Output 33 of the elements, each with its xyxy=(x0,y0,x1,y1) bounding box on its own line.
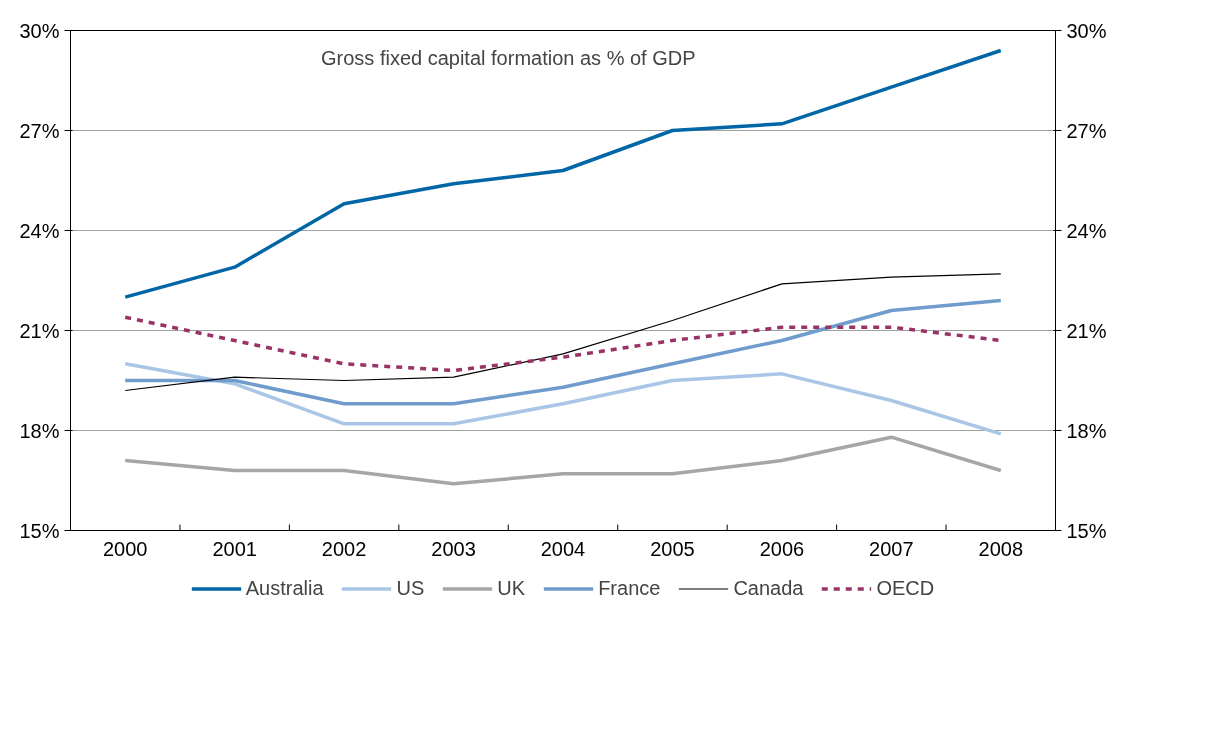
legend-label: OECD xyxy=(876,576,935,600)
text: Gross fixed capital formation as % of GDP xyxy=(320,46,696,69)
x-tick-label: 2007 xyxy=(869,537,914,560)
y-tick-label: 18% xyxy=(19,419,60,442)
legend-label: Canada xyxy=(733,576,804,600)
y2-tick-label: 30% xyxy=(1066,19,1107,42)
x-tick-label: 2004 xyxy=(540,537,586,560)
x-tick-label: 2000 xyxy=(102,537,148,560)
x-tick-label: 2001 xyxy=(212,537,257,560)
y-tick-label: 21% xyxy=(19,319,60,342)
y2-tick-label: 27% xyxy=(1066,119,1107,142)
y-tick-label: 27% xyxy=(19,119,60,142)
y2-tick-label: 21% xyxy=(1066,319,1107,342)
legend-label: UK xyxy=(497,576,526,600)
y-tick-label: 30% xyxy=(19,19,60,42)
line-series xyxy=(123,298,1003,406)
legend-label: US xyxy=(396,576,425,600)
line-series xyxy=(124,273,1002,392)
x-tick-label: 2005 xyxy=(650,537,695,560)
y-tick-label: 24% xyxy=(19,219,60,242)
line-series xyxy=(123,48,1003,299)
y2-tick-label: 15% xyxy=(1066,519,1107,542)
x-tick-label: 2008 xyxy=(978,537,1024,560)
x-tick-label: 2002 xyxy=(321,537,367,560)
legend-label: Australia xyxy=(245,576,324,600)
legend-label: France xyxy=(598,576,661,600)
x-tick-label: 2003 xyxy=(431,537,476,560)
y2-tick-label: 18% xyxy=(1066,419,1107,442)
x-tick-label: 2006 xyxy=(759,537,805,560)
y-tick-label: 15% xyxy=(19,519,60,542)
y2-tick-label: 24% xyxy=(1066,219,1107,242)
line-series xyxy=(123,435,1003,486)
line-series xyxy=(123,362,1003,436)
